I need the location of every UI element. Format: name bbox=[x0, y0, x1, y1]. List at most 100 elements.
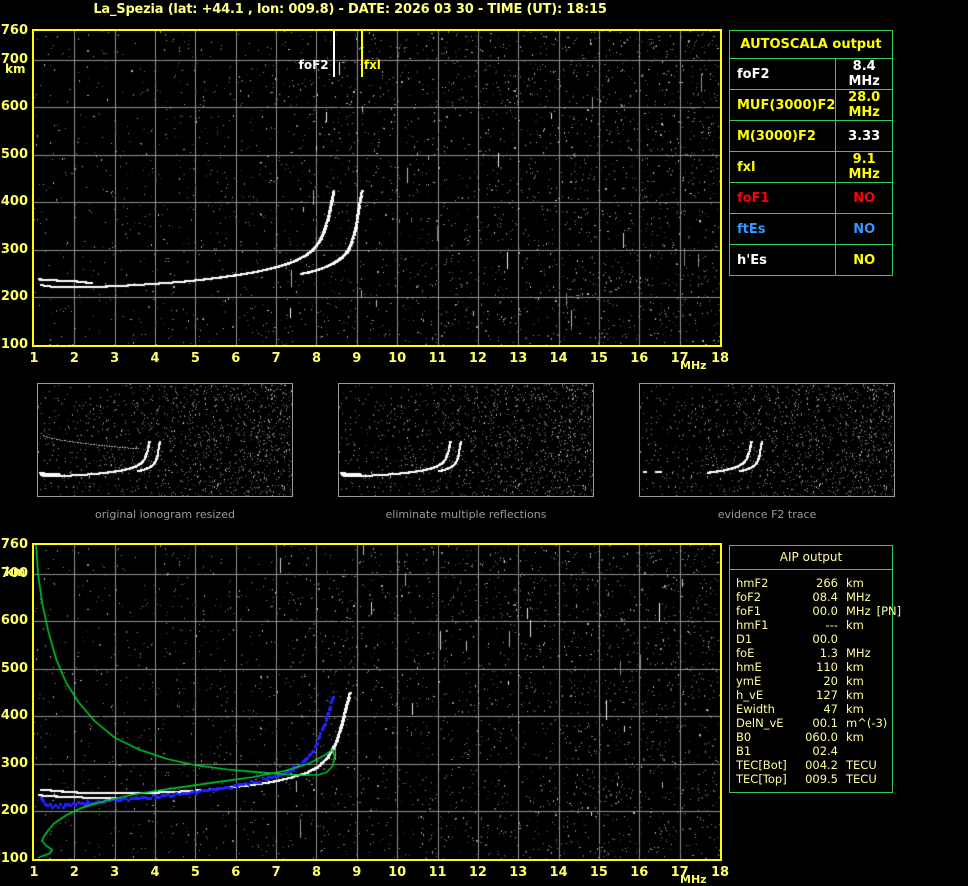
autoscala-value-ftes: NO bbox=[835, 213, 893, 245]
autoscala-row: fxl 9.1 MHz bbox=[728, 151, 893, 183]
aip-value: 00.0 bbox=[812, 632, 838, 646]
x-tick-label: 5 bbox=[190, 351, 200, 366]
thumbnail-original[interactable] bbox=[37, 383, 293, 497]
aip-name: B1 bbox=[736, 744, 752, 758]
aip-row: hmE 110 km bbox=[736, 660, 892, 674]
x-tick-label: 4 bbox=[150, 865, 160, 880]
x-tick-label: 3 bbox=[110, 865, 120, 880]
x-tick-label: 13 bbox=[509, 865, 528, 880]
y-tick-label: 100 bbox=[0, 337, 28, 352]
y-tick-label: 700 bbox=[0, 565, 28, 581]
autoscala-output-panel: AUTOSCALA output foF2 8.4 MHz MUF(3000)F2 2… bbox=[728, 30, 893, 276]
y-tick-label: 400 bbox=[0, 194, 28, 210]
autoscala-label-fof1: foF1 bbox=[728, 182, 837, 214]
aip-flag: [PN] bbox=[876, 604, 902, 618]
y-tick-label: 200 bbox=[0, 803, 28, 819]
autoscala-value-h-es: NO bbox=[835, 244, 893, 276]
aip-row: Ewidth 47 km bbox=[736, 702, 892, 716]
aip-value: 1.3 bbox=[819, 646, 838, 660]
aip-header: AIP output bbox=[730, 546, 892, 570]
x-axis-unit: MHz bbox=[680, 873, 707, 886]
x-tick-label: 8 bbox=[311, 865, 321, 880]
thumbnail-original-canvas bbox=[38, 384, 292, 496]
y-tick-label: 300 bbox=[0, 755, 28, 771]
marker-label-fxl: fxl bbox=[363, 58, 381, 72]
bottom-chart-y-unit: km bbox=[5, 565, 26, 579]
thumbnail-f2-trace[interactable] bbox=[639, 383, 895, 497]
x-tick-label: 16 bbox=[630, 865, 649, 880]
top-ionogram-plot[interactable]: foF2 fxl bbox=[32, 29, 722, 347]
thumbnail-f2-trace-caption: evidence F2 trace bbox=[717, 508, 817, 521]
aip-name: hmE bbox=[736, 660, 762, 674]
x-tick-label: 5 bbox=[190, 865, 200, 880]
autoscala-header: AUTOSCALA output bbox=[729, 30, 893, 59]
thumbnail-no-multiples[interactable] bbox=[338, 383, 594, 497]
marker-line-fof2 bbox=[332, 31, 335, 77]
x-tick-label: 15 bbox=[589, 351, 608, 366]
x-tick-label: 6 bbox=[231, 351, 241, 366]
autoscala-label-ftes: ftEs bbox=[728, 213, 837, 245]
aip-unit: km bbox=[846, 618, 864, 632]
y-tick-label: 100 bbox=[0, 851, 28, 866]
aip-name: Ewidth bbox=[736, 702, 775, 716]
aip-value: 00.1 bbox=[812, 716, 838, 730]
aip-row: hmF2 266 km bbox=[736, 576, 892, 590]
x-axis-unit: MHz bbox=[680, 359, 707, 372]
top-chart-y-unit: km bbox=[5, 62, 26, 76]
x-tick-label: 18 bbox=[710, 865, 730, 880]
aip-value: 110 bbox=[816, 660, 838, 674]
aip-value: 127 bbox=[816, 688, 838, 702]
aip-row: TEC[Top] 009.5 TECU bbox=[736, 772, 892, 786]
x-tick-label: 6 bbox=[231, 865, 241, 880]
aip-row: h_vE 127 km bbox=[736, 688, 892, 702]
autoscala-value-m-3000-f2: 3.33 bbox=[835, 120, 893, 152]
aip-row: B1 02.4 bbox=[736, 744, 892, 758]
x-tick-label: 7 bbox=[271, 351, 281, 366]
aip-value: 00.0 bbox=[812, 604, 838, 618]
autoscala-row: foF1 NO bbox=[728, 182, 893, 214]
x-tick-label: 18 bbox=[710, 351, 730, 366]
marker-line-fxl bbox=[360, 31, 363, 77]
aip-row: B0 060.0 km bbox=[736, 730, 892, 744]
aip-row: foF2 08.4 MHz bbox=[736, 590, 892, 604]
autoscala-rows: foF2 8.4 MHz MUF(3000)F2 28.0 MHz M(3000)F2 3… bbox=[728, 58, 893, 276]
aip-unit: TECU bbox=[846, 758, 877, 772]
aip-name: B0 bbox=[736, 730, 752, 744]
thumbnail-f2-trace-canvas bbox=[640, 384, 894, 496]
x-tick-label: 14 bbox=[549, 865, 568, 880]
aip-unit: km bbox=[846, 660, 864, 674]
aip-unit: km bbox=[846, 730, 864, 744]
x-tick-label: 10 bbox=[388, 865, 407, 880]
aip-unit: km bbox=[846, 576, 864, 590]
aip-name: DelN_vE bbox=[736, 716, 784, 730]
aip-row: DelN_vE 00.1 m^(-3) bbox=[736, 716, 892, 730]
x-tick-label: 2 bbox=[69, 865, 79, 880]
aip-value: 004.2 bbox=[805, 758, 838, 772]
x-tick-label: 17 bbox=[670, 351, 689, 366]
x-tick-label: 10 bbox=[388, 351, 407, 366]
y-tick-label: 300 bbox=[0, 241, 28, 257]
x-tick-label: 11 bbox=[428, 351, 447, 366]
bottom-profile-plot[interactable] bbox=[32, 543, 722, 861]
aip-unit: km bbox=[846, 674, 864, 688]
autoscala-label-m-3000-f2: M(3000)F2 bbox=[728, 120, 837, 152]
y-tick-label: 600 bbox=[0, 613, 28, 629]
x-tick-label: 8 bbox=[311, 351, 321, 366]
x-tick-label: 14 bbox=[549, 351, 568, 366]
aip-name: ymE bbox=[736, 674, 762, 688]
aip-unit: TECU bbox=[846, 772, 877, 786]
x-tick-label: 1 bbox=[29, 865, 39, 880]
aip-value: 266 bbox=[816, 576, 838, 590]
autoscala-row: ftEs NO bbox=[728, 213, 893, 245]
autoscala-row: h'Es NO bbox=[728, 244, 893, 276]
aip-value: 009.5 bbox=[805, 772, 838, 786]
aip-name: hmF1 bbox=[736, 618, 769, 632]
autoscala-label-fof2: foF2 bbox=[728, 58, 837, 90]
autoscala-label-h-es: h'Es bbox=[728, 244, 837, 276]
aip-name: TEC[Bot] bbox=[736, 758, 787, 772]
aip-row: TEC[Bot] 004.2 TECU bbox=[736, 758, 892, 772]
aip-value: 08.4 bbox=[812, 590, 838, 604]
aip-row: ymE 20 km bbox=[736, 674, 892, 688]
aip-unit: km bbox=[846, 702, 864, 716]
